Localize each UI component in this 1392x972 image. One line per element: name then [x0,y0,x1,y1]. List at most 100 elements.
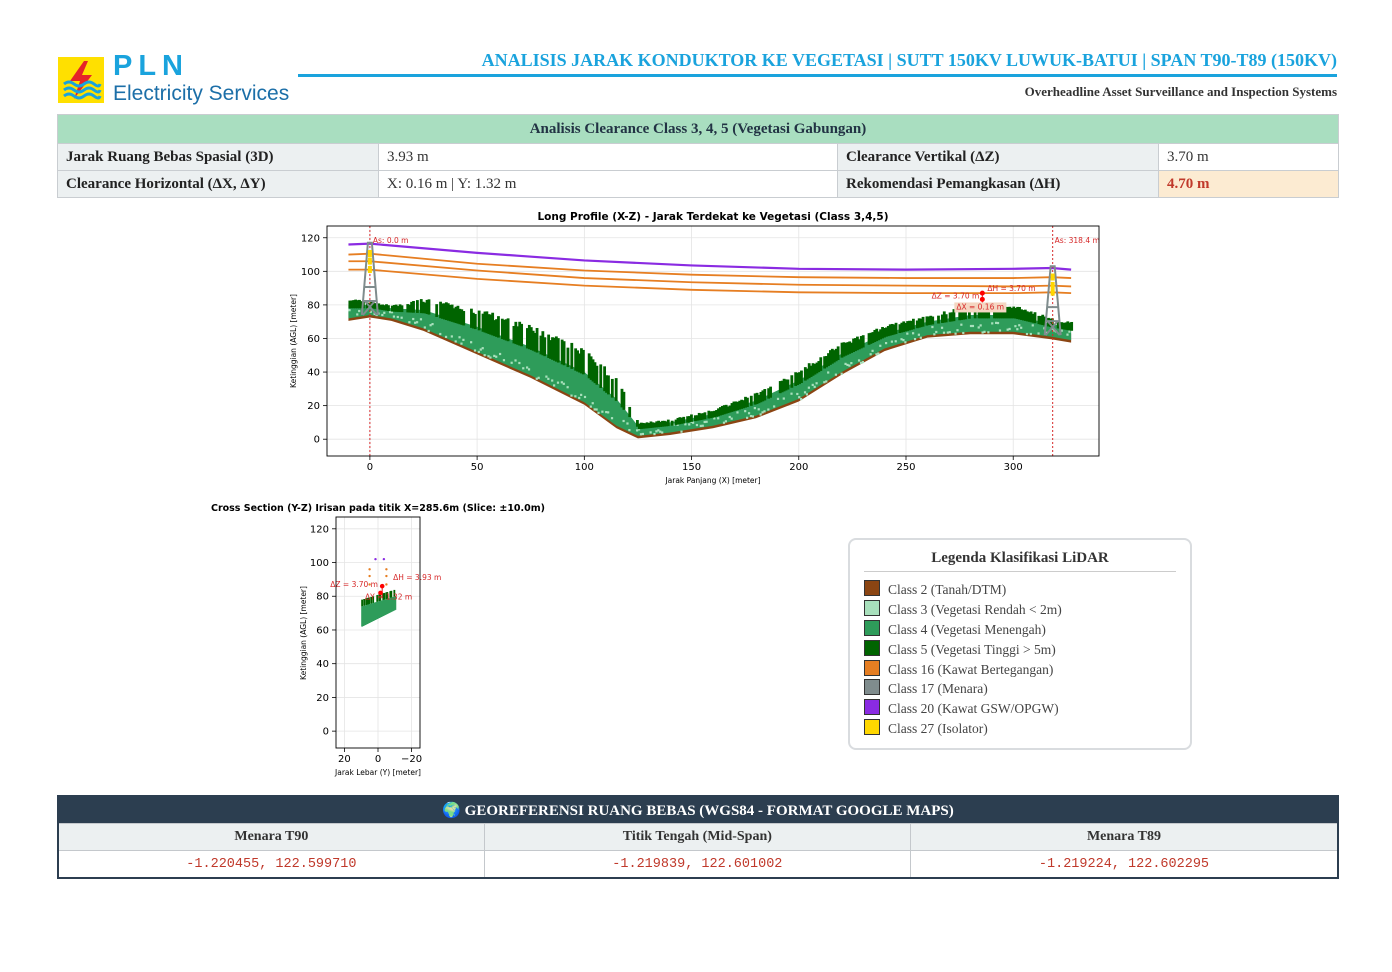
low-veg-point [805,393,809,396]
conductor-wire [348,260,1072,288]
high-veg-point [807,363,811,379]
high-veg-point [960,311,964,320]
low-veg-point [688,423,691,426]
high-veg-point [406,304,410,313]
high-veg-point [502,319,506,340]
high-veg-point [373,303,377,309]
high-veg-point [444,302,448,321]
low-veg-point [639,433,643,436]
low-veg-point [560,381,563,384]
insulator [367,250,372,258]
veg-column [377,601,380,619]
high-veg-point [593,362,597,384]
high-veg-point [595,365,599,385]
low-veg-point [649,431,652,434]
plot-frame [335,516,421,749]
low-veg-point [460,342,463,345]
high-veg-point [846,342,850,355]
high-veg-point [1066,321,1070,331]
high-veg-point [688,416,691,423]
high-veg-point [383,305,386,311]
legend-swatch [864,620,880,636]
low-veg-point [722,421,726,424]
low-veg-point [589,405,592,408]
high-veg-point [377,303,381,310]
high-veg-point [387,305,390,311]
low-veg-point [439,332,442,336]
high-veg-point [392,305,396,312]
high-veg-point [378,594,381,602]
cross-vegetation [361,589,397,627]
high-veg-point [728,405,732,413]
low-veg-point [566,386,569,389]
low-veg-point [996,321,1000,325]
x-tick-label: 50 [471,462,484,473]
high-veg-point [834,348,838,362]
annotation-dh: ΔH = 3.70 m [987,284,1035,293]
high-veg-point [883,327,886,338]
veg-column [378,601,381,618]
chart-title: Cross Section (Y-Z) Irisan pada titik X=… [211,503,545,514]
low-veg-point [545,375,548,378]
high-veg-point [643,423,647,429]
y-tick-label: 120 [301,233,320,244]
high-veg-point [713,410,717,418]
low-veg-point [1014,325,1017,328]
high-veg-point [809,365,813,377]
high-veg-point [389,591,392,598]
annotation-dz: ΔZ = 3.70 m [932,291,980,300]
table-row: Clearance Horizontal (ΔX, ΔY) X: 0.16 m … [57,170,1339,198]
coords-tower-t89[interactable]: -1.219224, 122.602295 [909,850,1339,879]
legend-item: Class 17 (Menara) [864,679,988,696]
y-tick-label: 100 [310,558,329,569]
coords-mid-span[interactable]: -1.219839, 122.601002 [483,850,911,879]
low-veg-point [790,392,793,395]
low-veg-point [767,408,770,411]
high-veg-point [1027,312,1031,322]
high-veg-point [1033,312,1037,324]
low-veg-point [383,311,386,314]
low-veg-point [672,423,675,426]
high-veg-point [535,327,539,353]
high-veg-point [539,335,543,355]
tower-structure [1043,265,1062,336]
low-veg-point [578,396,581,400]
georeference-heading: 🌍 GEOREFERENSI RUANG BEBAS (WGS84 - FORM… [57,795,1339,824]
low-veg-point [1025,332,1029,336]
low-veg-point [661,431,664,434]
high-veg-point [755,392,759,405]
conductor-wire [348,252,1072,279]
veg-column [388,598,391,613]
high-veg-point [925,316,929,326]
low-veg-point [607,411,610,414]
low-veg-point [414,321,417,324]
low-veg-point [562,382,565,385]
high-veg-point [778,381,782,394]
high-veg-point [857,339,861,350]
coords-tower-t90[interactable]: -1.220455, 122.599710 [57,850,485,879]
high-veg-point [958,308,962,321]
veg-column [381,600,384,617]
report-subtitle: Overheadline Asset Surveillance and Insp… [1024,84,1337,99]
high-veg-point [1023,309,1027,321]
high-veg-point [720,406,724,415]
high-veg-point [886,326,890,337]
low-veg-point [902,339,905,342]
high-veg-point [350,300,354,309]
high-veg-point [676,417,680,425]
vegetation-nearest-point [979,296,985,302]
low-veg-point [761,411,764,414]
high-veg-point [823,356,827,369]
veg-column [383,599,386,616]
high-veg-point [912,318,915,330]
high-veg-point [722,405,726,415]
high-veg-point [717,408,720,417]
high-veg-point [670,420,674,426]
veg-column [365,605,368,625]
low-veg-point [1045,331,1048,334]
conductor-point [382,557,386,561]
high-veg-point [663,420,666,427]
high-veg-point [471,312,475,329]
high-veg-point [599,364,603,388]
low-veg-point [622,419,625,423]
